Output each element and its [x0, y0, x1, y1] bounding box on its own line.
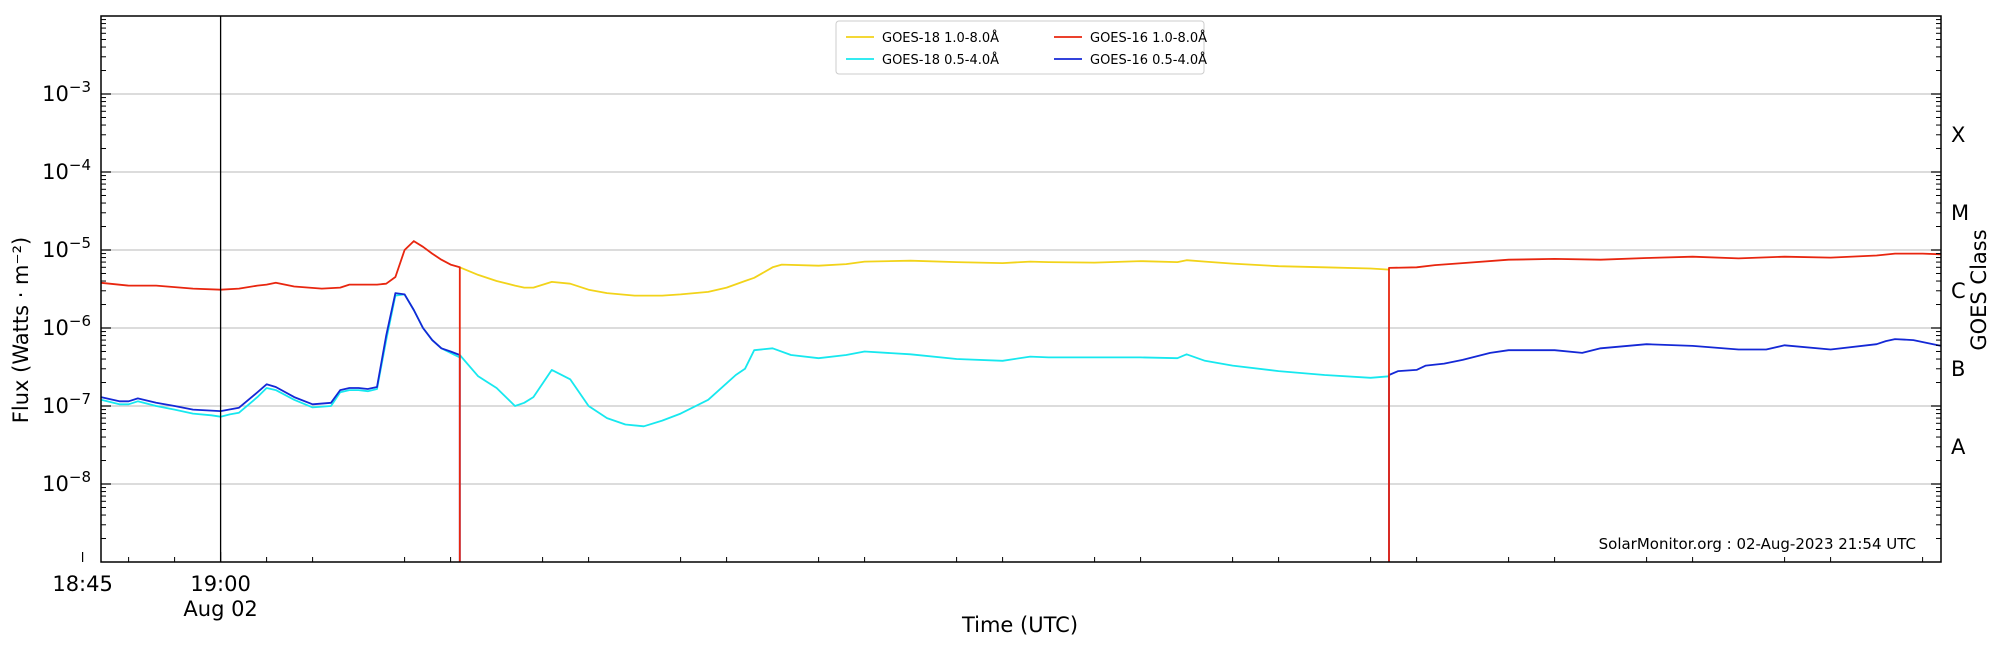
series-line — [100, 292, 461, 562]
y-tick-label: 10−3 — [42, 78, 91, 106]
x-tick-label: 18:45 — [52, 572, 113, 596]
source-annotation: SolarMonitor.org : 02-Aug-2023 21:54 UTC — [1599, 535, 1916, 553]
y-tick-exponent: −6 — [69, 312, 91, 330]
goes-class-a: A — [1951, 435, 1966, 459]
y-tick-base: 10 — [42, 82, 69, 106]
goes-class-m: M — [1951, 201, 1969, 225]
y-tick-label: 10−7 — [42, 390, 91, 418]
legend-label: GOES-16 1.0-8.0Å — [1090, 30, 1207, 46]
y-tick-exponent: −8 — [69, 468, 91, 486]
x-tick-date: Aug 02 — [183, 597, 257, 621]
y2-axis-label: GOES Class — [1967, 229, 1991, 350]
legend-label: GOES-18 1.0-8.0Å — [882, 30, 999, 46]
y-tick-exponent: −5 — [69, 234, 91, 252]
goes-class-c: C — [1951, 279, 1966, 303]
goes-class-labels: X M C B A — [1951, 123, 1969, 459]
y-tick-base: 10 — [42, 316, 69, 340]
y-tick-label: 10−4 — [42, 156, 91, 184]
y-tick-base: 10 — [42, 472, 69, 496]
y-tick-base: 10 — [42, 394, 69, 418]
y-axis-ticks: 10−310−410−510−610−710−8 — [42, 19, 1941, 540]
series-line — [100, 293, 461, 418]
series-line — [459, 347, 1390, 428]
plot-frame — [100, 15, 1942, 563]
y-tick-label: 10−8 — [42, 468, 91, 496]
goes-class-b: B — [1951, 357, 1965, 381]
y-tick-base: 10 — [42, 160, 69, 184]
legend-box — [835, 20, 1205, 75]
legend-label: GOES-18 0.5-4.0Å — [882, 52, 999, 68]
y-axis-label-text: Flux (Watts · m⁻²) — [9, 237, 33, 423]
y-tick-label: 10−6 — [42, 312, 91, 340]
x-tick-label: 19:00 — [190, 572, 251, 596]
goes-class-x: X — [1951, 123, 1965, 147]
grid — [101, 93, 1941, 485]
legend: GOES-18 1.0-8.0Å GOES-18 0.5-4.0Å GOES-16 … — [835, 20, 1207, 75]
y-tick-label: 10−5 — [42, 234, 91, 262]
y-tick-exponent: −7 — [69, 390, 91, 408]
series-layer — [100, 240, 1942, 562]
legend-label: GOES-16 0.5-4.0Å — [1090, 52, 1207, 68]
x-axis-label: Time (UTC) — [961, 613, 1078, 637]
y-axis-label: Flux (Watts · m⁻²) — [9, 237, 33, 423]
y-tick-exponent: −3 — [69, 78, 91, 96]
series-line — [100, 240, 461, 562]
series-line — [1388, 338, 1942, 562]
series-line — [1388, 252, 1942, 562]
vertical-time-lines — [219, 16, 222, 562]
series-line — [459, 259, 1390, 297]
y-tick-exponent: −4 — [69, 156, 91, 174]
y-tick-base: 10 — [42, 238, 69, 262]
